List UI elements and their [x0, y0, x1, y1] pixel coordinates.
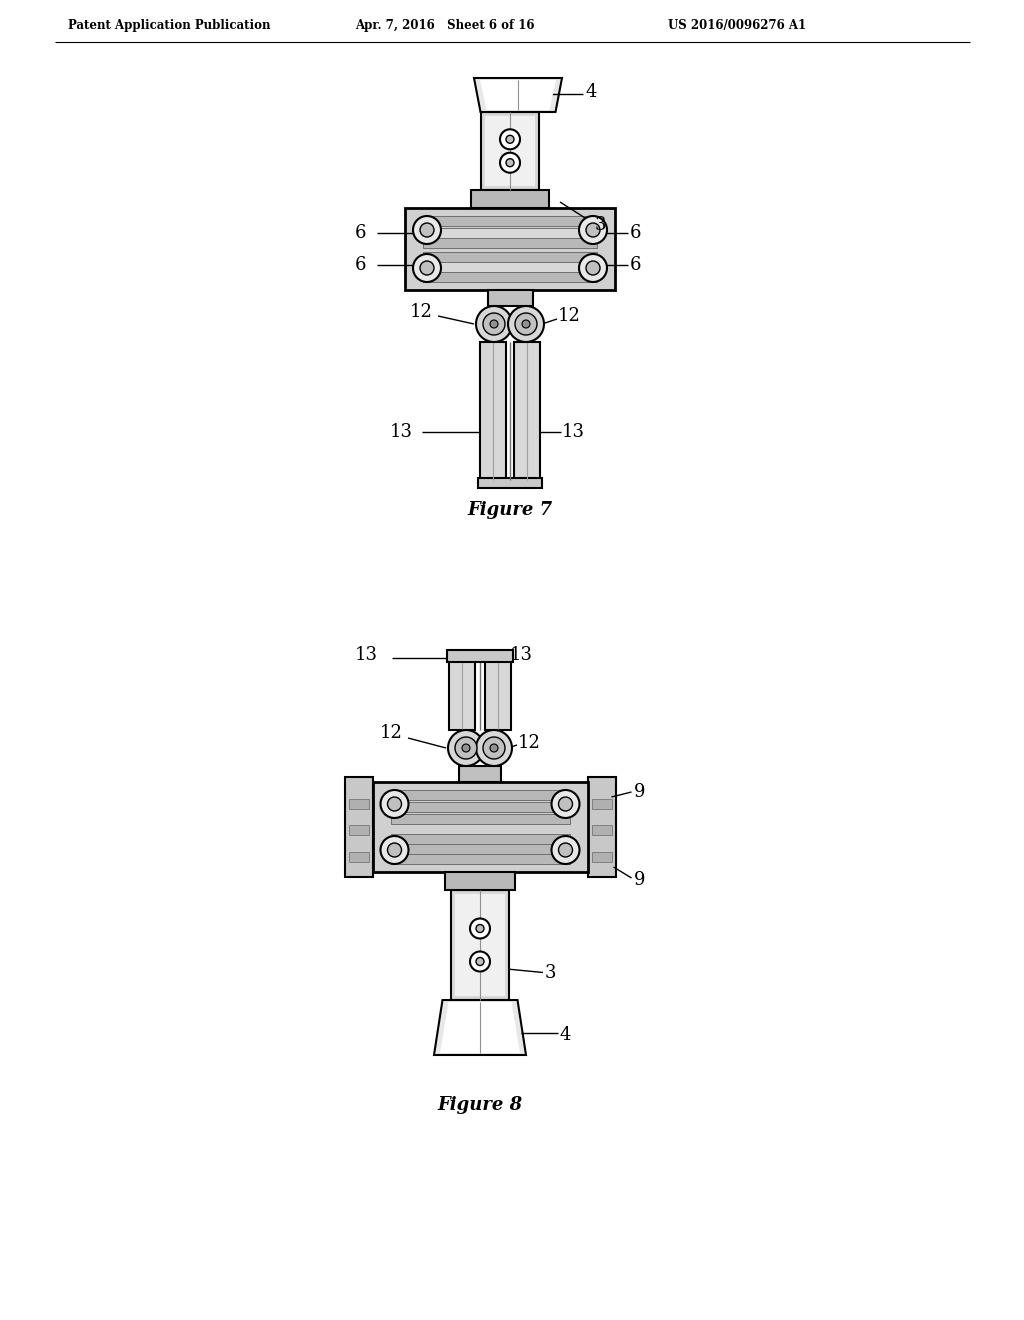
Circle shape — [413, 216, 441, 244]
Text: 12: 12 — [380, 723, 402, 742]
Circle shape — [552, 789, 580, 818]
Circle shape — [500, 129, 520, 149]
Circle shape — [508, 306, 544, 342]
Polygon shape — [480, 81, 556, 110]
Text: 9: 9 — [634, 783, 645, 801]
Text: 6: 6 — [355, 256, 367, 275]
Bar — [471, 190, 549, 209]
Bar — [449, 660, 475, 730]
Circle shape — [381, 836, 409, 865]
Text: 13: 13 — [355, 645, 378, 664]
Circle shape — [490, 319, 498, 327]
Bar — [390, 854, 569, 865]
Bar — [423, 238, 597, 248]
Text: Patent Application Publication: Patent Application Publication — [68, 18, 270, 32]
Circle shape — [558, 843, 572, 857]
Bar — [592, 825, 611, 836]
Circle shape — [515, 313, 537, 335]
Bar — [478, 478, 542, 488]
Text: 4: 4 — [560, 1026, 571, 1044]
Text: Figure 8: Figure 8 — [437, 1096, 522, 1114]
Circle shape — [586, 261, 600, 275]
Text: 6: 6 — [630, 224, 641, 242]
Circle shape — [455, 737, 477, 759]
Bar — [451, 890, 509, 1001]
Bar — [348, 799, 369, 809]
Text: 4: 4 — [585, 83, 596, 102]
Text: 12: 12 — [518, 734, 541, 752]
Text: Apr. 7, 2016   Sheet 6 of 16: Apr. 7, 2016 Sheet 6 of 16 — [355, 18, 535, 32]
Text: 12: 12 — [558, 308, 581, 325]
Bar — [485, 660, 511, 730]
Text: 13: 13 — [562, 422, 585, 441]
Circle shape — [420, 261, 434, 275]
Text: 3: 3 — [595, 216, 606, 234]
Bar — [373, 781, 588, 873]
Text: 6: 6 — [630, 256, 641, 275]
Text: 6: 6 — [355, 224, 367, 242]
Bar — [592, 851, 611, 862]
Bar — [423, 252, 597, 261]
Circle shape — [483, 737, 505, 759]
Bar — [348, 851, 369, 862]
Circle shape — [387, 797, 401, 810]
Bar — [390, 803, 569, 812]
Bar — [406, 209, 615, 290]
Circle shape — [558, 797, 572, 810]
Text: 12: 12 — [410, 304, 433, 321]
Circle shape — [470, 952, 490, 972]
Circle shape — [552, 836, 580, 865]
Bar — [487, 290, 532, 306]
Circle shape — [413, 253, 441, 282]
Bar — [423, 228, 597, 238]
Bar — [592, 799, 611, 809]
Circle shape — [476, 730, 512, 766]
Bar — [423, 261, 597, 272]
Circle shape — [387, 843, 401, 857]
Circle shape — [500, 153, 520, 173]
Circle shape — [449, 730, 484, 766]
Circle shape — [420, 223, 434, 238]
Bar — [390, 814, 569, 824]
Text: Figure 7: Figure 7 — [467, 502, 553, 519]
Text: US 2016/0096276 A1: US 2016/0096276 A1 — [668, 18, 806, 32]
Circle shape — [579, 253, 607, 282]
Text: 13: 13 — [390, 422, 413, 441]
Polygon shape — [474, 78, 562, 112]
Bar — [455, 894, 505, 997]
Bar — [445, 873, 515, 890]
Circle shape — [579, 216, 607, 244]
Circle shape — [506, 158, 514, 166]
Text: 13: 13 — [510, 645, 534, 664]
Bar — [514, 342, 540, 480]
Circle shape — [506, 135, 514, 144]
Text: 3: 3 — [545, 964, 556, 982]
Bar — [344, 777, 373, 876]
Bar — [481, 112, 539, 190]
Bar — [480, 342, 506, 480]
Bar — [390, 843, 569, 854]
Bar — [390, 789, 569, 800]
Bar — [447, 649, 513, 663]
Circle shape — [476, 306, 512, 342]
Polygon shape — [440, 1002, 520, 1053]
Circle shape — [381, 789, 409, 818]
Polygon shape — [434, 1001, 526, 1055]
Bar — [390, 834, 569, 843]
Circle shape — [586, 223, 600, 238]
Bar — [459, 766, 501, 781]
Circle shape — [462, 744, 470, 752]
Circle shape — [476, 924, 484, 932]
Text: 9: 9 — [634, 871, 645, 888]
Bar — [588, 777, 615, 876]
Bar — [348, 825, 369, 836]
Circle shape — [483, 313, 505, 335]
Circle shape — [476, 957, 484, 965]
Bar — [485, 116, 535, 186]
Circle shape — [470, 919, 490, 939]
Bar — [423, 216, 597, 226]
Bar — [423, 272, 597, 282]
Circle shape — [490, 744, 498, 752]
Circle shape — [522, 319, 530, 327]
